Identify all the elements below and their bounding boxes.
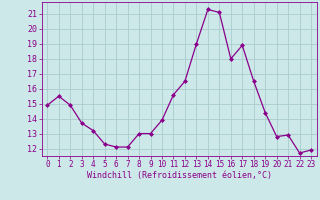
X-axis label: Windchill (Refroidissement éolien,°C): Windchill (Refroidissement éolien,°C) [87,171,272,180]
